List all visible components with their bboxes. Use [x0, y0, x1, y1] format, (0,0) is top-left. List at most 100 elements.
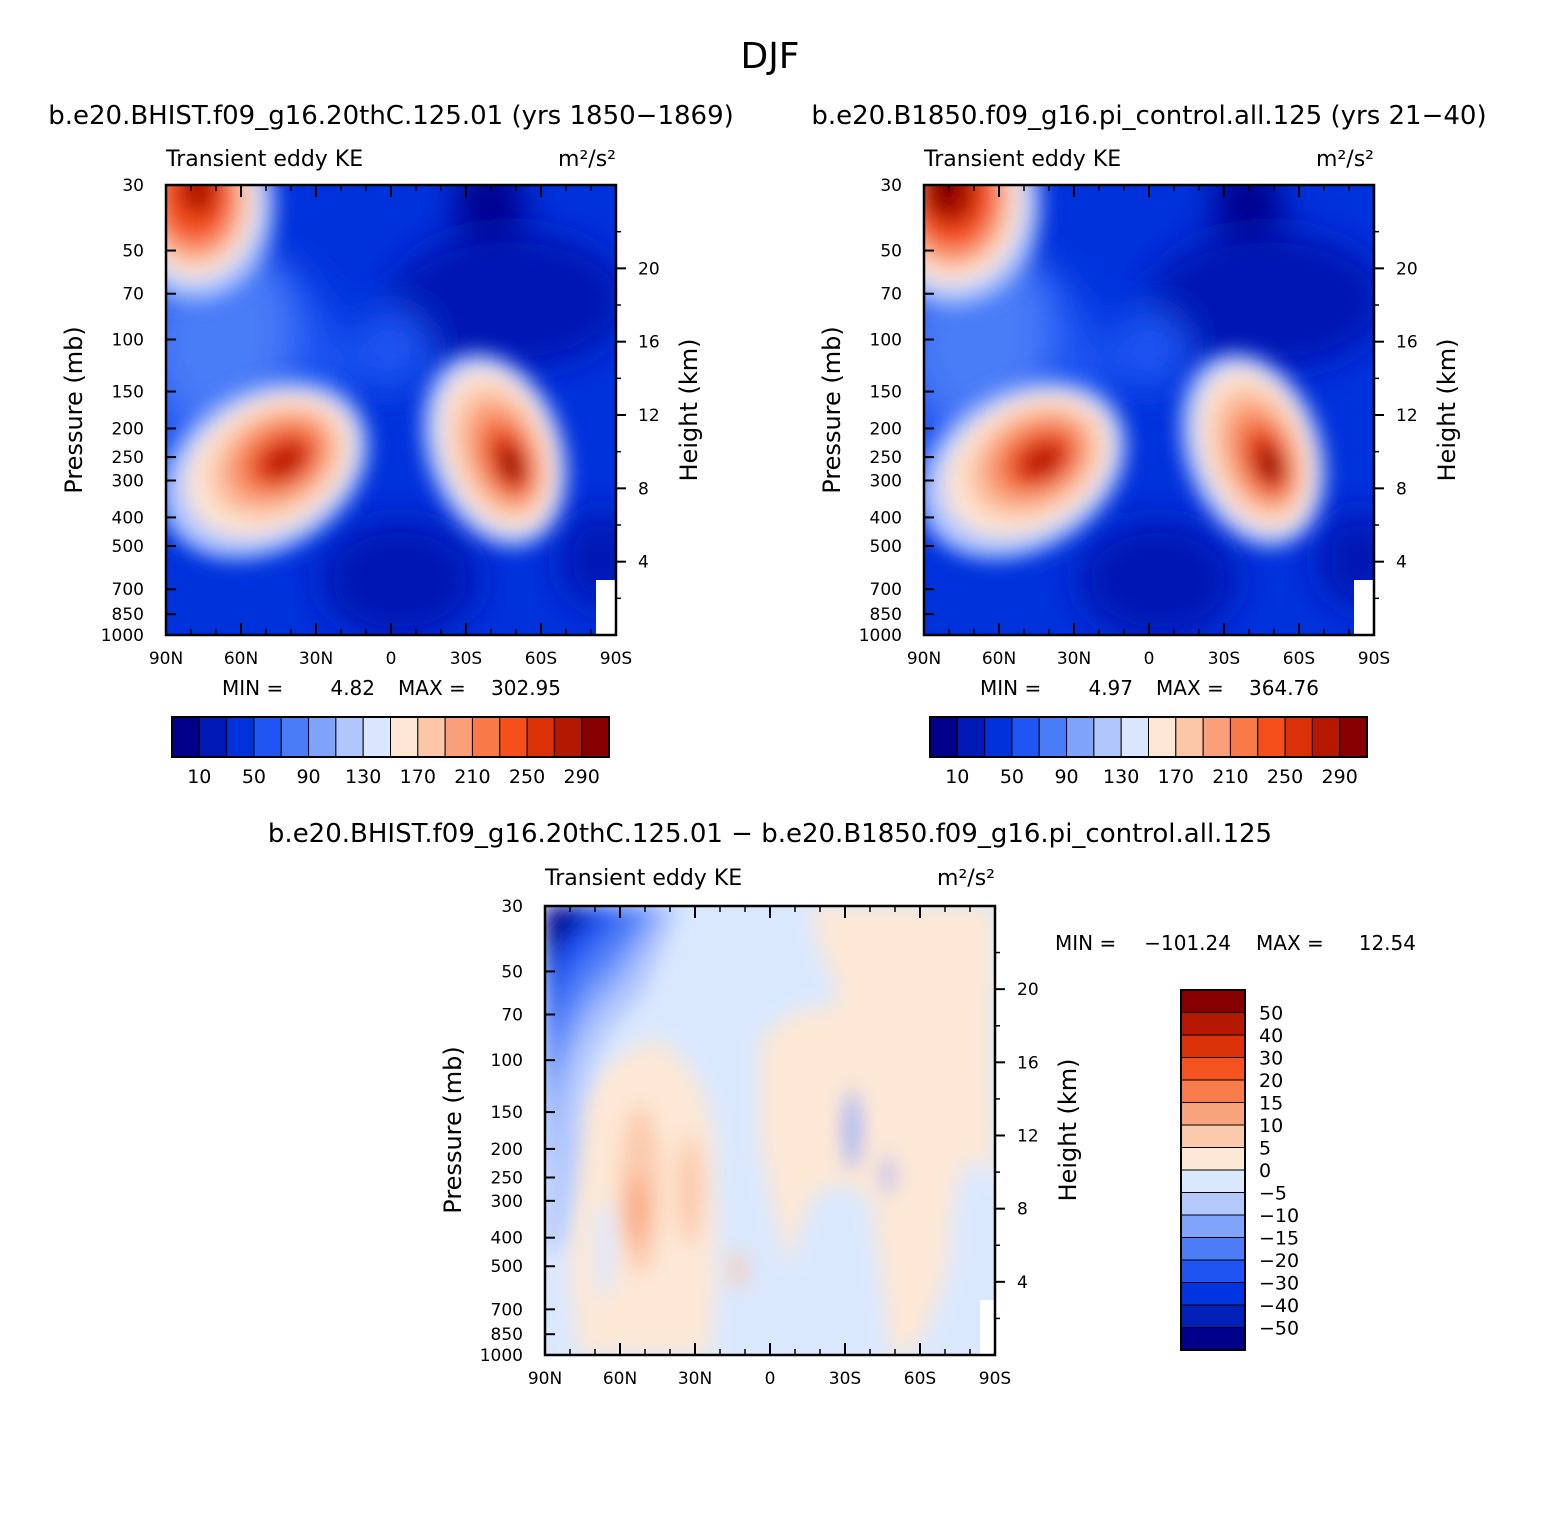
colorbar-swatch	[1229, 716, 1259, 758]
case1-subtitle: Transient eddy KE	[165, 147, 363, 172]
colorbar-label: 0	[1259, 1160, 1271, 1182]
y2-tick-label: 8	[1396, 479, 1407, 499]
field-jets	[924, 185, 1326, 559]
y-tick-label: 500	[112, 537, 144, 557]
max-label: MAX =	[1156, 676, 1224, 700]
min-label: MIN =	[1055, 931, 1116, 955]
y2-tick-label: 16	[1396, 333, 1418, 353]
colorbar-label: 130	[345, 766, 381, 788]
colorbar-swatch	[390, 716, 419, 758]
x-tick-label: 60N	[982, 649, 1016, 669]
colorbar-label: 90	[296, 766, 320, 788]
field-missing-region	[1354, 580, 1374, 635]
case1-y2-ticks: 20 16 12 8 4	[616, 230, 660, 600]
colorbar-swatch	[253, 716, 282, 758]
case2-min-max: MIN = 4.97 MAX = 364.76	[980, 676, 1319, 700]
colorbar-label: 130	[1103, 766, 1139, 788]
y-tick-label: 200	[112, 419, 144, 439]
y-tick-label: 50	[501, 962, 523, 982]
y-tick-label: 400	[112, 508, 144, 528]
colorbar-swatch	[1180, 989, 1246, 1013]
colorbar-swatch	[1038, 716, 1068, 758]
colorbar-label: 170	[1158, 766, 1194, 788]
field-missing-region	[980, 1300, 995, 1355]
case2-colorbar: 10 50 90 130 170 210 250 290	[929, 716, 1368, 788]
case2-plot-field	[924, 185, 1374, 635]
colorbar-label: 90	[1054, 766, 1078, 788]
colorbar-swatch	[1311, 716, 1341, 758]
y-tick-label: 700	[491, 1300, 523, 1320]
y-tick-label: 1000	[859, 626, 902, 646]
colorbar-label: 5	[1259, 1138, 1271, 1160]
case1-x-ticks: 90N 60N 30N 0 30S 60S 90S	[149, 185, 632, 669]
colorbar-swatch	[929, 716, 958, 758]
colorbar-swatch	[1180, 1079, 1246, 1103]
colorbar-swatch	[1180, 1259, 1246, 1283]
y2-tick-label: 16	[1017, 1053, 1039, 1073]
colorbar-swatch	[308, 716, 337, 758]
colorbar-swatch	[984, 716, 1013, 758]
colorbar-swatch	[1202, 716, 1231, 758]
case2-ylabel: Pressure (mb)	[818, 326, 846, 493]
colorbar-swatch	[444, 716, 473, 758]
min-label: MIN =	[222, 676, 283, 700]
colorbar-label: 10	[187, 766, 211, 788]
colorbar-label: −15	[1259, 1228, 1299, 1250]
y-tick-label: 100	[870, 331, 902, 351]
colorbar-label: −5	[1259, 1183, 1287, 1205]
x-tick-label: 90N	[528, 1369, 562, 1389]
case1-plot-field	[166, 185, 616, 635]
y2-tick-label: 20	[638, 259, 660, 279]
colorbar-label: −20	[1259, 1250, 1299, 1272]
colorbar-swatch	[1180, 1192, 1246, 1216]
y-tick-label: 250	[491, 1168, 523, 1188]
x-tick-label: 90S	[600, 649, 632, 669]
colorbar-swatch	[581, 716, 610, 758]
colorbar-frame	[929, 716, 1368, 758]
case1-panel: Transient eddy KE m²/s² Pressure (mb) He…	[60, 147, 703, 788]
x-tick-label: 60N	[224, 649, 258, 669]
difference-panel: Transient eddy KE m²/s² Pressure (mb) He…	[439, 866, 1416, 1389]
y-tick-label: 70	[880, 285, 902, 305]
y-tick-label: 850	[870, 605, 902, 625]
y-tick-label: 200	[491, 1140, 523, 1160]
case2-y2-ticks: 20 16 12 8 4	[1374, 230, 1418, 600]
y-tick-label: 400	[491, 1229, 523, 1249]
field-polar-negative	[545, 906, 680, 1250]
y-tick-label: 500	[491, 1257, 523, 1277]
case2-subtitle: Transient eddy KE	[923, 147, 1121, 172]
y-tick-label: 100	[491, 1051, 523, 1071]
colorbar-swatch	[1011, 716, 1040, 758]
colorbar-swatch	[1148, 716, 1177, 758]
colorbar-swatch	[1180, 1214, 1246, 1238]
x-tick-label: 0	[1144, 649, 1155, 669]
case2-y2label: Height (km)	[1433, 339, 1461, 482]
case2-caption: b.e20.B1850.f09_g16.pi_control.all.125 (…	[811, 101, 1486, 131]
x-tick-label: 60S	[904, 1369, 936, 1389]
field-shading	[568, 906, 995, 1355]
min-value: 4.82	[330, 676, 375, 700]
case1-ylabel: Pressure (mb)	[60, 326, 88, 493]
colorbar-label: 10	[945, 766, 969, 788]
difference-y2-ticks: 20 16 12 8 4	[995, 951, 1039, 1320]
difference-x-ticks: 90N 60N 30N 0 30S 60S 90S	[528, 906, 1011, 1389]
x-tick-label: 90S	[979, 1369, 1011, 1389]
colorbar-label: 15	[1259, 1093, 1283, 1115]
y-tick-label: 850	[491, 1325, 523, 1345]
x-tick-label: 30S	[1208, 649, 1240, 669]
colorbar-label: 290	[1322, 766, 1358, 788]
y2-tick-label: 16	[638, 333, 660, 353]
colorbar-swatch	[1180, 1124, 1246, 1148]
colorbar-label: 250	[1267, 766, 1303, 788]
colorbar-swatch	[1180, 1102, 1246, 1126]
y-tick-label: 100	[112, 331, 144, 351]
y2-tick-label: 4	[1017, 1273, 1028, 1293]
colorbar-label: −40	[1259, 1295, 1299, 1317]
y-tick-label: 700	[870, 580, 902, 600]
x-tick-label: 90S	[1358, 649, 1390, 669]
x-tick-label: 30N	[299, 649, 333, 669]
y-tick-label: 850	[112, 605, 144, 625]
colorbar-swatch	[362, 716, 391, 758]
y-tick-label: 400	[870, 508, 902, 528]
